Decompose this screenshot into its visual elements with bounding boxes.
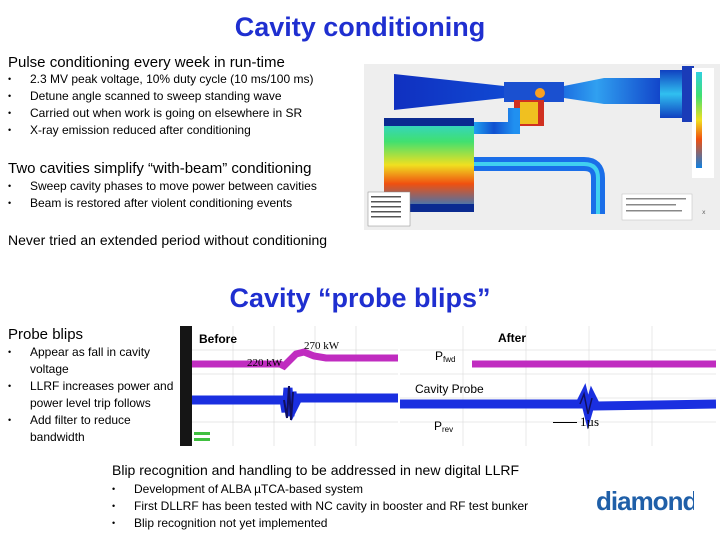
- pulse-heading: Pulse conditioning every week in run-tim…: [8, 54, 285, 71]
- svg-text:x: x: [702, 209, 706, 216]
- section1-title: Cavity conditioning: [234, 12, 486, 42]
- list-item: Beam is restored after violent condition…: [8, 195, 368, 212]
- section2-title: Cavity “probe blips”: [229, 283, 491, 313]
- two-cavities-heading: Two cavities simplify “with-beam” condit…: [8, 160, 312, 177]
- blip-recognition-bullets: Development of ALBA µTCA-based system Fi…: [112, 481, 612, 532]
- list-item: X-ray emission reduced after conditionin…: [8, 122, 368, 139]
- time-scale-label: 1µs: [580, 414, 600, 429]
- list-item: Add filter to reduce bandwidth: [8, 412, 178, 446]
- cavity-probe-label: Cavity Probe: [415, 382, 484, 396]
- time-scale-arrow: [553, 422, 577, 423]
- after-scope-trace: [400, 326, 717, 446]
- list-item: Sweep cavity phases to move power betwee…: [8, 178, 368, 195]
- list-item: Appear as fall in cavity voltage: [8, 344, 178, 378]
- power-220kw-label: 220 kW: [247, 357, 283, 369]
- list-item: Detune angle scanned to sweep standing w…: [8, 88, 368, 105]
- list-item: First DLLRF has been tested with NC cavi…: [112, 498, 612, 515]
- list-item: Development of ALBA µTCA-based system: [112, 481, 612, 498]
- power-270kw-label: 270 kW: [304, 340, 340, 352]
- svg-text:diamond: diamond: [596, 486, 694, 516]
- prev-label: Prev: [434, 419, 454, 434]
- list-item: Blip recognition not yet implemented: [112, 515, 612, 532]
- never-tried-text: Never tried an extended period without c…: [8, 232, 328, 248]
- probe-blips-bullets: Appear as fall in cavity voltage LLRF in…: [8, 344, 178, 446]
- before-label: Before: [199, 332, 238, 346]
- blip-recognition-heading: Blip recognition and handling to be addr…: [112, 462, 520, 478]
- probe-blips-heading: Probe blips: [8, 326, 84, 343]
- diamond-logo: diamond: [594, 486, 698, 516]
- list-item: LLRF increases power and power level tri…: [8, 378, 178, 412]
- list-item: Carried out when work is going on elsewh…: [8, 105, 368, 122]
- after-label: After: [498, 331, 527, 345]
- before-scope-trace: [180, 326, 398, 446]
- two-cavities-bullets: Sweep cavity phases to move power betwee…: [8, 178, 368, 212]
- cavity-field-simulation-image: x: [364, 64, 720, 230]
- pfwd-label: Pfwd: [435, 349, 456, 364]
- pulse-bullets: 2.3 MV peak voltage, 10% duty cycle (10 …: [8, 71, 368, 139]
- list-item: 2.3 MV peak voltage, 10% duty cycle (10 …: [8, 71, 368, 88]
